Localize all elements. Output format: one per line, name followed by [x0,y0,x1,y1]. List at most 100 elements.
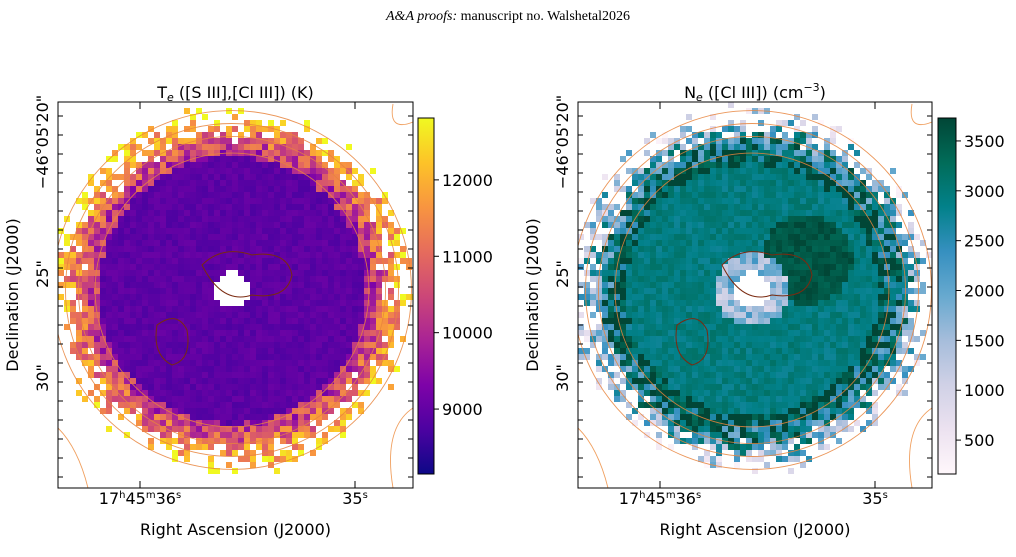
map-pixel [220,426,226,432]
map-pixel [244,318,250,324]
map-pixel [316,264,322,270]
map-pixel [908,210,914,216]
map-pixel [716,264,722,270]
map-pixel [154,180,160,186]
map-pixel [806,390,812,396]
map-pixel [692,342,698,348]
map-pixel [358,270,364,276]
map-pixel [692,162,698,168]
map-pixel [346,318,352,324]
map-pixel [752,408,758,414]
map-pixel [764,156,770,162]
map-pixel [902,318,908,324]
map-pixel [866,420,872,426]
map-pixel [256,276,262,282]
map-pixel [596,198,602,204]
map-pixel [292,264,298,270]
map-pixel [740,126,746,132]
map-pixel [704,264,710,270]
map-pixel [824,318,830,324]
map-pixel [758,432,764,438]
map-pixel [836,312,842,318]
map-pixel [370,342,376,348]
map-pixel [64,324,70,330]
map-pixel [602,288,608,294]
map-pixel [166,384,172,390]
map-pixel [160,414,166,420]
map-pixel [196,312,202,318]
map-pixel [130,342,136,348]
map-pixel [860,402,866,408]
map-pixel [148,444,154,450]
map-pixel [304,216,310,222]
map-pixel [220,270,226,276]
map-pixel [160,258,166,264]
map-pixel [214,330,220,336]
map-pixel [334,180,340,186]
map-pixel [82,396,88,402]
map-pixel [196,222,202,228]
map-pixel [196,210,202,216]
map-pixel [854,420,860,426]
map-pixel [238,246,244,252]
map-pixel [352,192,358,198]
map-pixel [680,156,686,162]
map-pixel [698,426,704,432]
map-pixel [704,402,710,408]
map-pixel [836,324,842,330]
map-pixel [226,444,232,450]
map-pixel [854,258,860,264]
map-pixel [256,432,262,438]
map-pixel [214,192,220,198]
map-pixel [142,222,148,228]
map-pixel [298,342,304,348]
map-pixel [82,246,88,252]
map-pixel [638,360,644,366]
map-pixel [370,222,376,228]
map-pixel [770,246,776,252]
map-pixel [130,144,136,150]
map-pixel [680,438,686,444]
map-pixel [908,276,914,282]
map-pixel [142,426,148,432]
map-pixel [136,390,142,396]
map-pixel [376,222,382,228]
map-pixel [154,312,160,318]
map-pixel [310,450,316,456]
map-pixel [794,258,800,264]
map-pixel [250,228,256,234]
map-pixel [878,324,884,330]
map-pixel [650,180,656,186]
map-pixel [292,234,298,240]
map-pixel [82,240,88,246]
map-pixel [94,198,100,204]
map-pixel [304,174,310,180]
map-pixel [334,294,340,300]
map-pixel [148,222,154,228]
map-pixel [776,444,782,450]
map-pixel [668,384,674,390]
map-pixel [830,282,836,288]
map-pixel [88,246,94,252]
map-pixel [310,354,316,360]
map-pixel [836,180,842,186]
map-pixel [256,270,262,276]
map-pixel [836,294,842,300]
map-pixel [268,432,274,438]
map-pixel [692,390,698,396]
map-pixel [722,354,728,360]
map-pixel [118,348,124,354]
map-pixel [232,162,238,168]
map-pixel [896,234,902,240]
map-pixel [806,408,812,414]
map-pixel [184,174,190,180]
map-pixel [304,390,310,396]
map-pixel [310,360,316,366]
map-pixel [842,258,848,264]
map-pixel [298,216,304,222]
map-pixel [692,192,698,198]
map-pixel [112,246,118,252]
map-pixel [220,138,226,144]
map-pixel [262,336,268,342]
map-pixel [800,240,806,246]
